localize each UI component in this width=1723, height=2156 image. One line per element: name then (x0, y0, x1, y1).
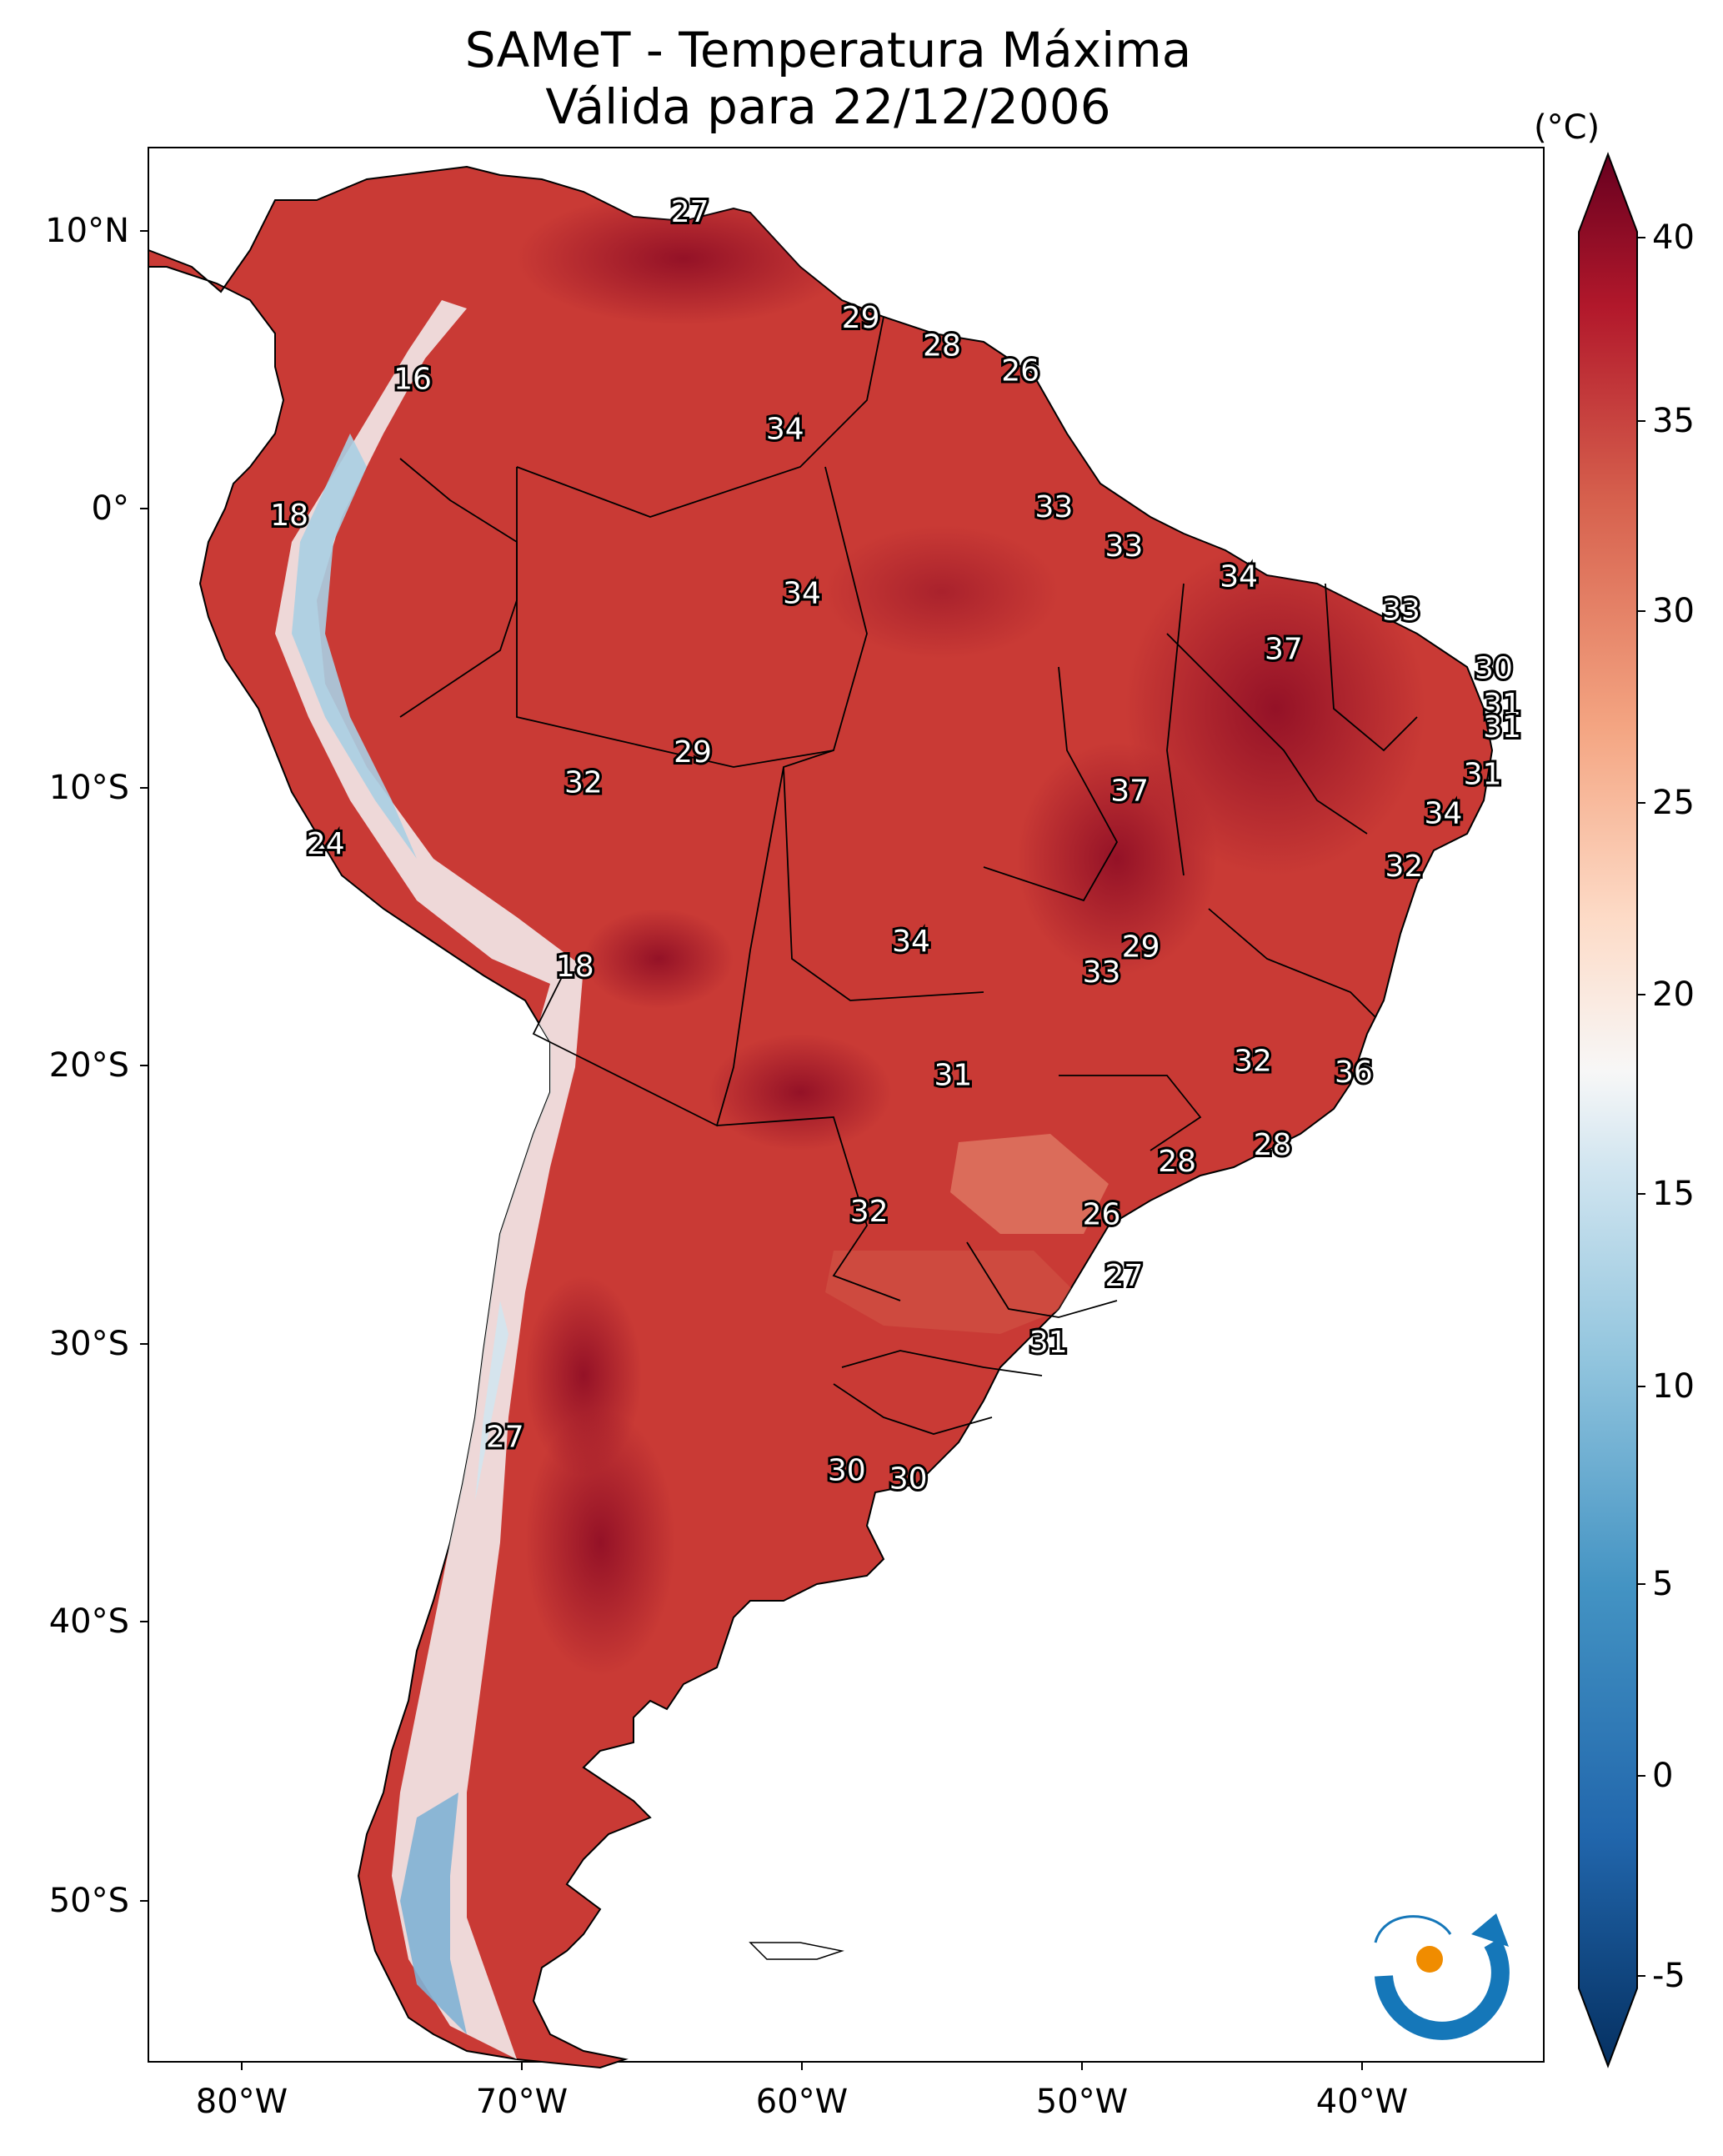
station-label: 18 (270, 499, 308, 533)
station-label: 31 (1483, 688, 1521, 722)
station-label: 33 (1104, 529, 1143, 564)
colorbar-tick-15: 15 (1652, 1175, 1695, 1213)
station-label: 31 (934, 1058, 972, 1092)
falkland-islands (749, 1942, 844, 1960)
station-label: 31 (1029, 1326, 1068, 1360)
lon-label-80w: 80°W (195, 2083, 288, 2121)
colorbar-tick-30: 30 (1652, 592, 1695, 630)
station-label: 29 (1122, 930, 1160, 965)
station-label: 30 (1475, 652, 1513, 686)
station-label: 16 (393, 362, 432, 396)
station-label: 37 (1265, 632, 1303, 666)
lat-label-30s: 30°S (48, 1325, 129, 1363)
station-label: 24 (307, 827, 345, 861)
station-label: 27 (671, 195, 709, 229)
station-label: 32 (850, 1195, 889, 1229)
station-label: 26 (1083, 1197, 1121, 1231)
colorbar-unit: (°C) (1534, 108, 1600, 147)
map-subtitle: Válida para 22/12/2006 (545, 78, 1111, 135)
colorbar-tick-5: 5 (1652, 1565, 1674, 1603)
station-label: 29 (842, 301, 880, 335)
station-label: 33 (1382, 594, 1420, 628)
station-label: 27 (486, 1421, 524, 1455)
station-label: 34 (1424, 796, 1462, 830)
station-label: 18 (556, 950, 594, 984)
lat-label-40s: 40°S (48, 1602, 129, 1641)
lon-label-40w: 40°W (1315, 2083, 1409, 2121)
lat-label-10n: 10°N (45, 212, 129, 250)
colorbar-tick-minus5: -5 (1652, 1957, 1685, 1995)
lon-label-70w: 70°W (475, 2083, 568, 2121)
station-label: 36 (1335, 1055, 1373, 1090)
station-label: 34 (1220, 560, 1258, 594)
colorbar-tick-35: 35 (1652, 402, 1695, 440)
axis-ticks (140, 230, 1363, 2070)
lon-label-60w: 60°W (755, 2083, 849, 2121)
station-label: 28 (1254, 1128, 1292, 1162)
station-label: 32 (564, 766, 603, 800)
lat-label-0: 0° (91, 489, 129, 528)
colorbar-tick-20: 20 (1652, 975, 1695, 1014)
colorbar-tick-40: 40 (1652, 218, 1695, 257)
lon-label-50w: 50°W (1035, 2083, 1129, 2121)
inpe-logo (1374, 1913, 1510, 2040)
colorbar (1578, 152, 1645, 2068)
station-label: 27 (1104, 1259, 1143, 1293)
station-label: 37 (1110, 775, 1149, 809)
colorbar-tick-25: 25 (1652, 784, 1695, 822)
station-label: 28 (923, 328, 961, 363)
station-label: 33 (1083, 955, 1121, 990)
country-borders (399, 316, 1418, 1435)
station-label: 34 (892, 925, 930, 959)
map-title: SAMeT - Temperatura Máxima (464, 22, 1192, 78)
lat-label-20s: 20°S (48, 1046, 129, 1085)
station-label: 28 (1158, 1145, 1196, 1179)
station-label: 32 (1385, 850, 1423, 884)
colorbar-tick-0: 0 (1652, 1757, 1674, 1795)
station-label: 33 (1034, 490, 1073, 524)
station-label: 30 (828, 1454, 866, 1488)
lat-label-50s: 50°S (48, 1882, 129, 1920)
station-label: 31 (1483, 710, 1521, 745)
station-label: 32 (1234, 1045, 1272, 1079)
lat-label-10s: 10°S (48, 769, 129, 807)
station-label: 26 (1001, 353, 1039, 388)
station-label: 30 (889, 1462, 928, 1497)
station-label: 34 (783, 577, 821, 611)
station-label: 29 (674, 735, 712, 770)
colorbar-tick-10: 10 (1652, 1367, 1695, 1406)
station-label: 31 (1464, 758, 1502, 792)
station-label: 34 (766, 413, 804, 447)
